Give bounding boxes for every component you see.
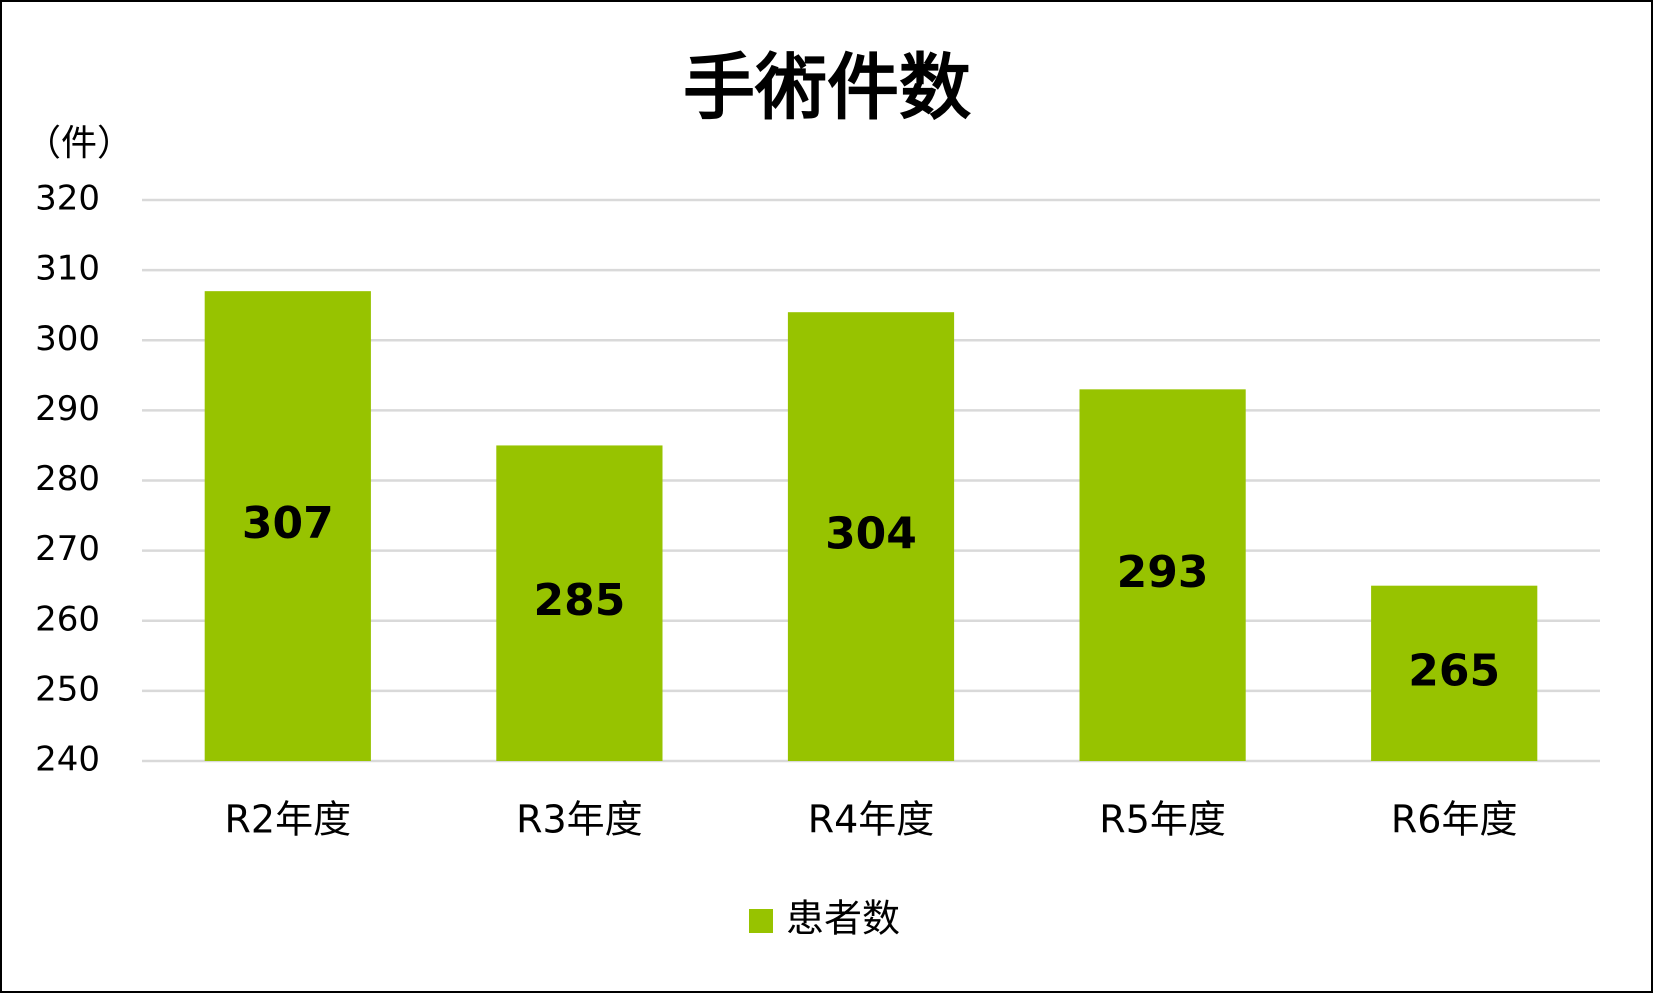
y-tick-label: 270: [35, 529, 100, 569]
y-tick-label: 290: [35, 389, 100, 429]
x-tick-label: R2年度: [225, 798, 352, 842]
x-tick-label: R6年度: [1391, 798, 1518, 842]
y-tick-label: 310: [35, 249, 100, 289]
bar: [496, 445, 663, 761]
y-tick-label: 280: [35, 459, 100, 499]
bar: [787, 312, 955, 761]
legend-swatch: [749, 909, 773, 933]
x-tick-label: R5年度: [1099, 798, 1226, 842]
x-tick-label: R3年度: [516, 798, 643, 842]
y-tick-label: 240: [35, 740, 100, 780]
data-label: 293: [1117, 547, 1209, 598]
y-tick-label: 260: [35, 599, 100, 639]
bar: [204, 291, 371, 761]
bar: [1079, 389, 1246, 761]
legend-label: 患者数: [786, 897, 900, 941]
data-label: 285: [533, 575, 625, 626]
x-tick-label: R4年度: [808, 798, 935, 842]
chart-title: 手術件数: [683, 46, 971, 130]
y-tick-label: 320: [35, 179, 100, 219]
bar: [1371, 585, 1538, 761]
y-tick-label: 300: [35, 319, 100, 359]
y-tick-label: 250: [35, 669, 100, 709]
data-label: 265: [1408, 645, 1500, 696]
y-axis-label: （件）: [25, 123, 133, 164]
data-label: 304: [825, 509, 917, 560]
data-label: 307: [242, 498, 334, 549]
